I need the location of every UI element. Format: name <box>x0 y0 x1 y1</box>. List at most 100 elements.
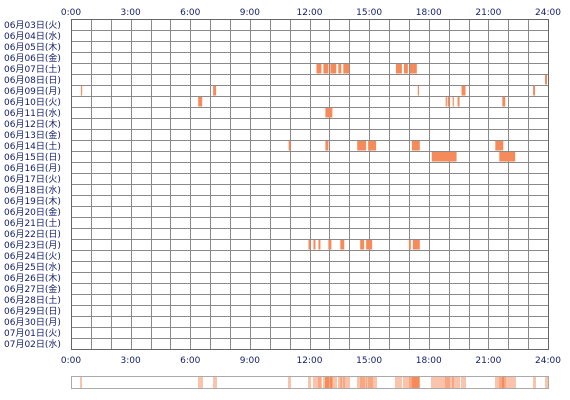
summary-cell <box>198 376 199 388</box>
summary-cell <box>495 376 496 388</box>
activity-bar <box>318 240 321 250</box>
activity-bar <box>499 152 516 162</box>
summary-cell <box>309 376 310 388</box>
summary-cell <box>373 376 374 388</box>
activity-bar <box>409 64 417 74</box>
summary-cell <box>507 376 508 388</box>
summary-cell <box>499 376 500 388</box>
summary-cell <box>323 376 324 388</box>
summary-frame <box>71 376 549 389</box>
summary-cell <box>331 376 332 388</box>
x-tick-label-top: 24:00 <box>535 8 561 18</box>
activity-bar <box>408 240 411 250</box>
row-label: 06月10日(火) <box>4 97 61 108</box>
summary-cell <box>349 376 350 388</box>
x-tick-label-bottom: 3:00 <box>121 356 141 366</box>
summary-cell <box>376 376 377 388</box>
summary-cell <box>497 376 498 388</box>
summary-cell <box>357 376 358 388</box>
summary-cell <box>334 376 335 388</box>
activity-bar <box>340 240 345 250</box>
row-label: 06月23日(月) <box>4 240 61 251</box>
activity-bar <box>457 97 460 107</box>
summary-cell <box>335 376 336 388</box>
summary-cell <box>400 376 401 388</box>
summary-cell <box>361 376 362 388</box>
plot-frame <box>71 19 549 350</box>
summary-cell <box>456 376 457 388</box>
activity-bar <box>338 64 342 74</box>
x-tick-label-bottom: 15:00 <box>356 356 382 366</box>
summary-strip <box>71 376 549 389</box>
x-tick-label-top: 9:00 <box>240 8 260 18</box>
row-label: 06月06日(金) <box>4 52 61 64</box>
summary-cell <box>406 376 407 388</box>
summary-cell <box>365 376 366 388</box>
activity-bar <box>502 97 506 107</box>
row-label: 06月16日(月) <box>4 163 61 174</box>
summary-cell <box>404 376 405 388</box>
summary-cell <box>533 376 534 388</box>
summary-cell <box>508 376 509 388</box>
summary-cell <box>438 376 439 388</box>
row-label: 06月26日(木) <box>4 272 61 284</box>
summary-cell <box>419 376 420 388</box>
row-label: 06月03日(火) <box>4 20 61 31</box>
activity-bar <box>325 141 329 151</box>
activity-bar <box>431 152 457 162</box>
summary-cell <box>364 376 365 388</box>
summary-cell <box>199 376 200 388</box>
summary-cell <box>215 376 216 388</box>
summary-cell <box>412 376 413 388</box>
summary-cell <box>463 376 464 388</box>
summary-cell <box>344 376 345 388</box>
x-tick-label-top: 3:00 <box>121 8 141 18</box>
summary-cell <box>341 376 342 388</box>
summary-cell <box>454 376 455 388</box>
x-tick-label-bottom: 0:00 <box>61 356 81 366</box>
activity-bar <box>533 86 536 96</box>
summary-cell <box>398 376 399 388</box>
row-label: 06月18日(水) <box>4 184 61 196</box>
row-label: 07月02日(水) <box>4 338 61 350</box>
activity-bar <box>360 240 365 250</box>
activity-bar <box>452 97 454 107</box>
summary-cell <box>216 376 217 388</box>
summary-cell <box>415 376 416 388</box>
summary-cell <box>360 376 361 388</box>
x-tick-label-top: 12:00 <box>297 8 323 18</box>
summary-cell <box>397 376 398 388</box>
x-tick-label-bottom: 24:00 <box>535 356 561 366</box>
activity-bar <box>357 141 367 151</box>
summary-cell <box>347 376 348 388</box>
summary-cell <box>375 376 376 388</box>
summary-cell <box>371 376 372 388</box>
row-label: 06月22日(日) <box>4 229 61 240</box>
row-label: 07月01日(火) <box>4 328 61 339</box>
activity-bar <box>198 97 203 107</box>
row-label: 06月09日(月) <box>4 86 61 97</box>
summary-cell <box>348 376 349 388</box>
summary-cell <box>328 376 329 388</box>
activity-bar <box>80 86 83 96</box>
summary-cell <box>505 376 506 388</box>
row-label: 06月19日(木) <box>4 195 61 207</box>
summary-cell <box>333 376 334 388</box>
summary-cell <box>455 376 456 388</box>
summary-cell <box>358 376 359 388</box>
summary-cell <box>503 376 504 388</box>
x-tick-label-top: 15:00 <box>356 8 382 18</box>
summary-cell <box>336 376 337 388</box>
summary-cell <box>339 376 340 388</box>
summary-cell <box>368 376 369 388</box>
summary-cell <box>290 376 291 388</box>
activity-bar <box>411 141 420 151</box>
summary-cell <box>343 376 344 388</box>
summary-cell <box>369 376 370 388</box>
x-tick-label-top: 18:00 <box>416 8 442 18</box>
row-label: 06月29日(日) <box>4 306 61 317</box>
summary-cell <box>448 376 449 388</box>
summary-cell <box>506 376 507 388</box>
summary-cell <box>310 376 311 388</box>
row-label: 06月20日(金) <box>4 206 61 218</box>
